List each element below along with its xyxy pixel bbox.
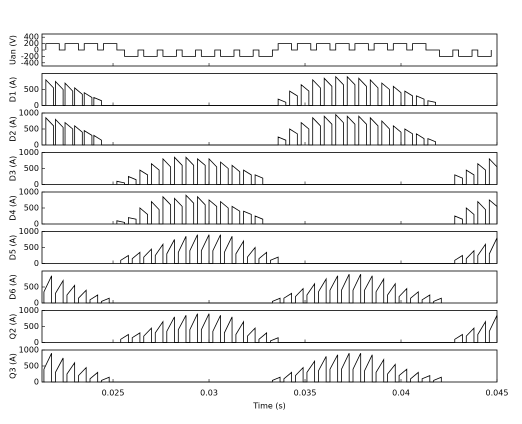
x-axis-label: Time (s) (252, 402, 286, 411)
x-tick-label: 0.045 (486, 389, 509, 398)
waveform (45, 75, 436, 106)
y-tick-label: 500 (24, 243, 39, 252)
axes-frame (41, 152, 498, 185)
x-tick-label: 0.025 (102, 389, 125, 398)
y-tick-label: 500 (24, 362, 39, 371)
y-axis-label: Q2 (A) (9, 314, 18, 340)
y-tick-label: 500 (24, 125, 39, 134)
y-tick-label: 0 (34, 141, 39, 150)
y-axis-label: D6 (A) (9, 274, 18, 300)
waveform (45, 113, 436, 146)
y-tick-label: 0 (34, 220, 39, 229)
axes-frame (41, 231, 498, 264)
axes-frame (41, 191, 498, 225)
y-tick-label: 0 (34, 46, 39, 55)
y-axis-label: D4 (A) (9, 195, 18, 221)
y-axis-label: Uan (V) (9, 35, 18, 65)
y-axis-label: D3 (A) (9, 156, 18, 182)
y-tick-label: 1000 (19, 148, 39, 157)
y-tick-label: 0 (34, 378, 39, 387)
y-tick-label: -400 (21, 58, 39, 67)
waveform (43, 274, 442, 304)
y-tick-label: 1000 (19, 346, 39, 355)
y-axis-label: D1 (A) (9, 77, 18, 103)
y-tick-label: 200 (24, 39, 39, 48)
x-tick-label: 0.03 (200, 389, 218, 398)
y-tick-label: 500 (24, 322, 39, 331)
y-tick-label: 0 (34, 180, 39, 189)
axes-frame (41, 112, 498, 146)
y-axis-label: Q3 (A) (9, 353, 18, 379)
y-tick-label: 500 (24, 85, 39, 94)
waveform (116, 194, 498, 225)
axes-frame (41, 270, 498, 304)
y-tick-label: 1000 (19, 227, 39, 236)
y-axis-label: D5 (A) (9, 235, 18, 261)
y-tick-label: -200 (21, 52, 39, 61)
y-tick-label: 1000 (19, 188, 39, 197)
y-tick-label: 1000 (19, 109, 39, 118)
y-tick-label: 400 (24, 33, 39, 42)
waveform (120, 234, 498, 264)
x-tick-label: 0.04 (392, 389, 410, 398)
y-tick-label: 500 (24, 204, 39, 213)
y-axis-label: D2 (A) (9, 116, 18, 142)
axes-frame (41, 349, 498, 383)
axes-frame (41, 310, 498, 343)
waveform (120, 313, 498, 343)
y-tick-label: 0 (34, 299, 39, 308)
y-tick-label: 500 (24, 164, 39, 173)
y-tick-label: 0 (34, 338, 39, 347)
waveform (116, 156, 498, 185)
waveform (45, 43, 492, 57)
x-tick-label: 0.035 (294, 389, 317, 398)
y-tick-label: 0 (34, 259, 39, 268)
y-tick-label: 1000 (19, 306, 39, 315)
y-tick-label: 0 (34, 101, 39, 110)
y-tick-label: 500 (24, 283, 39, 292)
waveform (43, 353, 442, 383)
